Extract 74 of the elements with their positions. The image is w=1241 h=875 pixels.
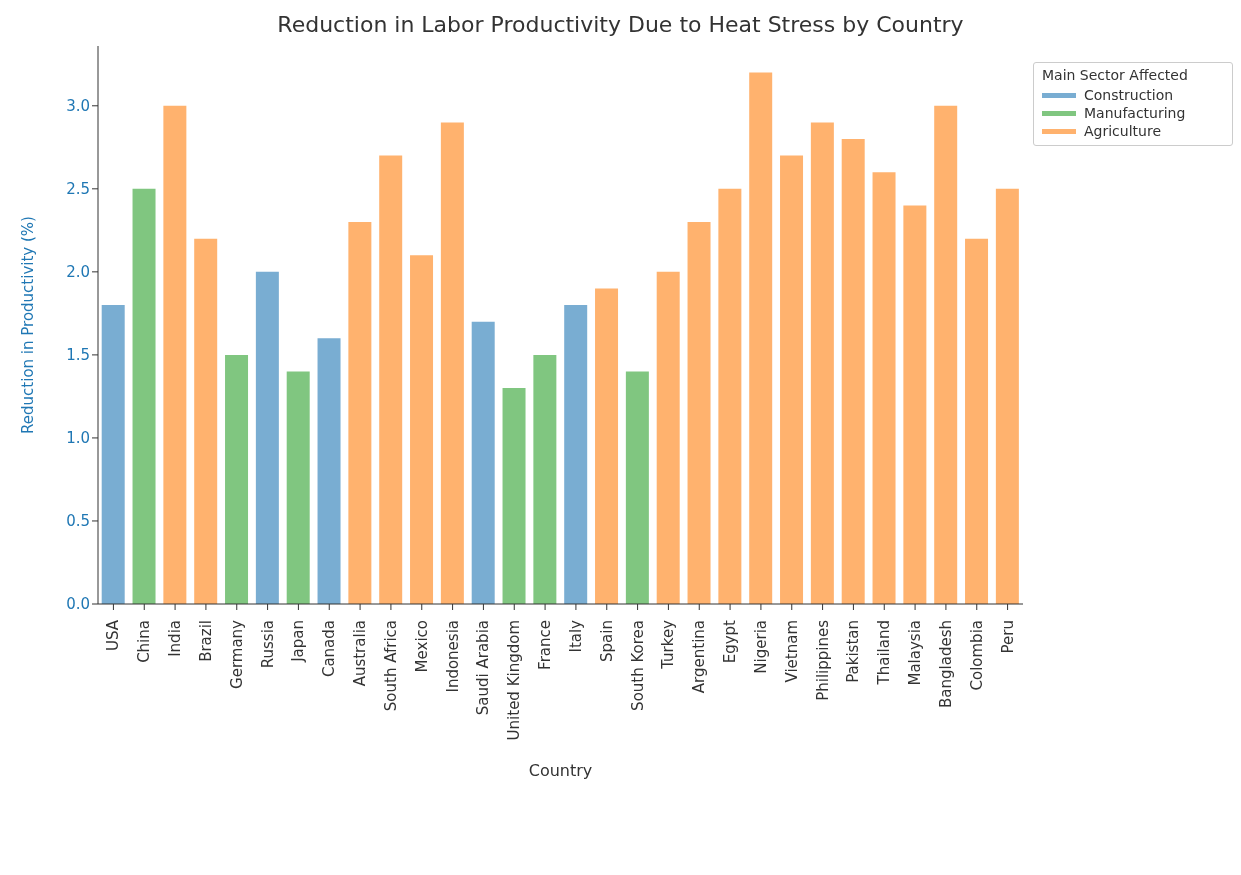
x-tick-label: Colombia — [967, 620, 986, 691]
x-tick-label: Philippines — [813, 619, 832, 701]
x-tick-label: Indonesia — [443, 620, 462, 693]
x-tick-label: USA — [104, 619, 123, 652]
x-tick-label: India — [166, 620, 185, 657]
x-tick-label: Pakistan — [844, 620, 863, 683]
bar — [749, 72, 773, 604]
x-tick-label: Saudi Arabia — [474, 620, 493, 716]
x-tick-label: Thailand — [875, 620, 894, 686]
bar — [995, 188, 1019, 604]
bar — [317, 338, 341, 604]
bar — [718, 188, 742, 604]
x-tick-label: Germany — [227, 619, 246, 689]
x-tick-label: Spain — [597, 620, 616, 662]
bar — [348, 222, 372, 604]
bar — [440, 122, 464, 604]
y-tick-label: 3.0 — [66, 97, 90, 116]
x-tick-label: South Africa — [381, 620, 400, 712]
y-tick-label: 0.0 — [66, 595, 90, 614]
bar — [595, 288, 619, 604]
x-tick-label: United Kingdom — [505, 620, 524, 741]
bar — [903, 205, 927, 604]
x-tick-label: Bangladesh — [936, 620, 955, 708]
bar — [965, 238, 989, 604]
legend-label: Agriculture — [1084, 123, 1161, 139]
x-tick-label: Nigeria — [751, 620, 770, 674]
bar — [872, 172, 896, 604]
x-tick-label: Argentina — [690, 620, 709, 694]
y-tick-label: 2.5 — [66, 180, 90, 199]
x-tick-label: China — [135, 620, 154, 663]
bar — [810, 122, 834, 604]
x-tick-label: Egypt — [721, 619, 740, 664]
legend-label: Manufacturing — [1084, 105, 1186, 121]
bar — [101, 305, 125, 604]
bar — [379, 155, 403, 604]
bar — [656, 271, 680, 604]
legend-title: Main Sector Affected — [1042, 67, 1189, 83]
bar — [533, 354, 557, 604]
x-tick-label: Vietnam — [782, 620, 801, 683]
legend-label: Construction — [1084, 87, 1174, 103]
x-tick-label: Australia — [351, 620, 370, 687]
y-tick-label: 1.5 — [66, 346, 90, 365]
y-tick-label: 1.0 — [66, 429, 90, 448]
bar — [780, 155, 804, 604]
x-tick-label: South Korea — [628, 620, 647, 711]
bar — [255, 271, 279, 604]
y-axis-title: Reduction in Productivity (%) — [19, 216, 38, 434]
bar — [564, 305, 588, 604]
x-tick-label: Canada — [320, 620, 339, 678]
chart-title: Reduction in Labor Productivity Due to Heat Stress by Country — [276, 11, 965, 39]
bar — [841, 139, 865, 604]
bar — [502, 388, 526, 604]
x-tick-label: Japan — [289, 620, 308, 663]
x-tick-label: Mexico — [412, 620, 431, 673]
bar — [132, 188, 156, 604]
x-tick-label: Malaysia — [906, 620, 925, 686]
bar — [163, 105, 187, 604]
bar — [625, 371, 649, 604]
bar — [286, 371, 310, 604]
x-axis-title: Country — [528, 761, 593, 780]
y-tick-label: 0.5 — [66, 512, 90, 531]
x-tick-label: Brazil — [196, 620, 215, 662]
bar — [194, 238, 218, 604]
bar — [225, 354, 249, 604]
x-tick-label: Russia — [258, 620, 277, 669]
x-tick-label: Italy — [566, 619, 585, 653]
x-tick-label: France — [536, 620, 555, 670]
x-tick-label: Turkey — [659, 619, 678, 670]
bar — [410, 255, 434, 604]
bar — [471, 321, 495, 604]
y-tick-label: 2.0 — [66, 263, 90, 282]
x-tick-label: Peru — [998, 620, 1017, 654]
bar — [687, 222, 711, 604]
bar — [934, 105, 958, 604]
